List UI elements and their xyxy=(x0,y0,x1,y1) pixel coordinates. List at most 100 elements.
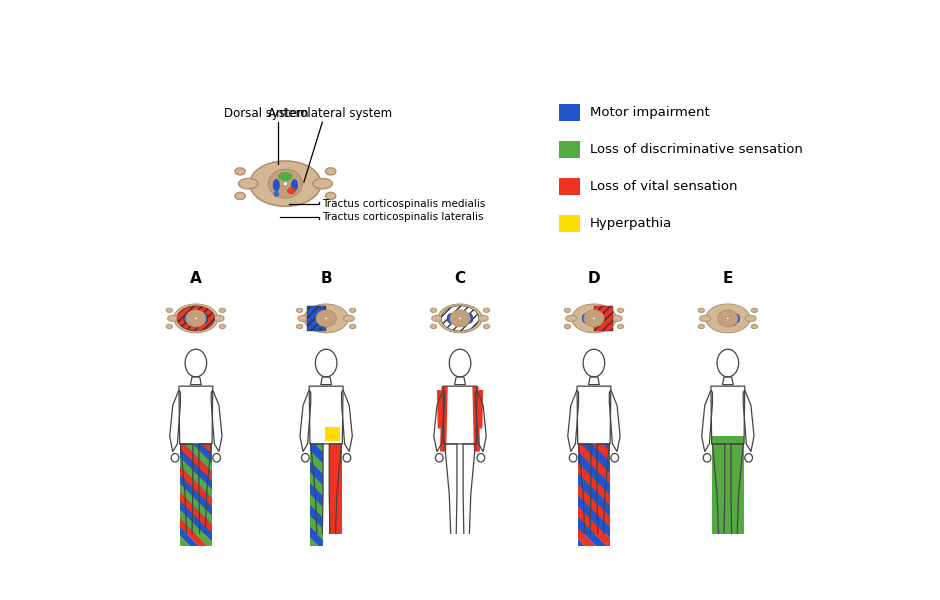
Ellipse shape xyxy=(325,168,336,175)
Polygon shape xyxy=(578,444,610,547)
Polygon shape xyxy=(473,386,480,452)
Polygon shape xyxy=(483,373,716,600)
Ellipse shape xyxy=(465,313,473,323)
Ellipse shape xyxy=(699,316,711,322)
Polygon shape xyxy=(619,237,853,470)
Ellipse shape xyxy=(431,308,437,313)
Polygon shape xyxy=(95,492,320,600)
Polygon shape xyxy=(594,306,613,331)
Polygon shape xyxy=(123,335,355,568)
Polygon shape xyxy=(141,318,373,550)
Polygon shape xyxy=(101,487,325,600)
Polygon shape xyxy=(85,503,309,600)
Polygon shape xyxy=(510,346,744,579)
Polygon shape xyxy=(180,279,412,511)
Ellipse shape xyxy=(718,310,738,327)
Polygon shape xyxy=(466,389,699,600)
Polygon shape xyxy=(0,527,164,600)
Polygon shape xyxy=(330,257,554,482)
Ellipse shape xyxy=(174,304,218,333)
Polygon shape xyxy=(97,362,329,594)
Polygon shape xyxy=(14,445,246,600)
Bar xyxy=(558,104,580,121)
Polygon shape xyxy=(57,530,282,600)
Polygon shape xyxy=(182,404,407,600)
Ellipse shape xyxy=(343,316,354,322)
Polygon shape xyxy=(93,366,325,598)
Polygon shape xyxy=(180,444,212,547)
Polygon shape xyxy=(608,248,841,481)
Ellipse shape xyxy=(483,325,490,329)
Text: C: C xyxy=(454,271,465,286)
Bar xyxy=(324,427,340,441)
Text: Loss of discriminative sensation: Loss of discriminative sensation xyxy=(589,143,803,156)
Polygon shape xyxy=(319,269,543,493)
Ellipse shape xyxy=(431,316,443,322)
Ellipse shape xyxy=(564,308,571,313)
Ellipse shape xyxy=(166,325,172,329)
Ellipse shape xyxy=(304,304,349,333)
Ellipse shape xyxy=(566,316,577,322)
Ellipse shape xyxy=(235,193,245,199)
Ellipse shape xyxy=(732,313,740,323)
Ellipse shape xyxy=(478,316,489,322)
Polygon shape xyxy=(253,334,478,559)
Polygon shape xyxy=(521,335,754,568)
Ellipse shape xyxy=(611,316,622,322)
Polygon shape xyxy=(206,253,438,485)
Ellipse shape xyxy=(316,310,337,327)
Ellipse shape xyxy=(751,325,758,329)
Polygon shape xyxy=(112,475,337,600)
Ellipse shape xyxy=(219,308,226,313)
Polygon shape xyxy=(575,280,808,514)
Text: Loss of vital sensation: Loss of vital sensation xyxy=(589,180,737,193)
Polygon shape xyxy=(197,262,430,494)
Polygon shape xyxy=(614,242,847,476)
Ellipse shape xyxy=(431,325,437,329)
Polygon shape xyxy=(564,292,798,524)
Polygon shape xyxy=(132,327,364,559)
Polygon shape xyxy=(330,526,564,600)
Ellipse shape xyxy=(273,179,280,191)
Polygon shape xyxy=(90,497,314,600)
Polygon shape xyxy=(313,274,538,499)
Polygon shape xyxy=(231,356,456,580)
Text: Hyperpathia: Hyperpathia xyxy=(589,217,672,230)
Ellipse shape xyxy=(269,169,303,198)
Ellipse shape xyxy=(200,313,208,323)
Polygon shape xyxy=(154,305,386,537)
Polygon shape xyxy=(67,392,299,600)
Polygon shape xyxy=(429,427,662,600)
Polygon shape xyxy=(548,308,781,541)
Ellipse shape xyxy=(166,308,172,313)
Polygon shape xyxy=(0,514,177,600)
Polygon shape xyxy=(40,418,273,600)
Polygon shape xyxy=(27,431,259,600)
Ellipse shape xyxy=(441,306,478,331)
Polygon shape xyxy=(275,312,499,536)
Text: Anterolateral system: Anterolateral system xyxy=(268,107,392,120)
Polygon shape xyxy=(88,370,321,600)
Polygon shape xyxy=(396,460,629,600)
Polygon shape xyxy=(335,252,559,476)
Text: B: B xyxy=(321,271,332,286)
Ellipse shape xyxy=(582,313,589,323)
Polygon shape xyxy=(226,361,450,586)
Polygon shape xyxy=(472,384,705,600)
Polygon shape xyxy=(0,470,221,600)
Polygon shape xyxy=(163,296,395,529)
Ellipse shape xyxy=(483,308,490,313)
Polygon shape xyxy=(537,319,771,552)
Polygon shape xyxy=(115,344,347,577)
Ellipse shape xyxy=(219,325,226,329)
Ellipse shape xyxy=(235,168,245,175)
Polygon shape xyxy=(136,322,368,554)
Polygon shape xyxy=(554,302,787,536)
Ellipse shape xyxy=(592,317,595,320)
Ellipse shape xyxy=(250,161,321,206)
Polygon shape xyxy=(24,436,256,600)
Polygon shape xyxy=(324,263,549,488)
Polygon shape xyxy=(79,508,304,600)
Polygon shape xyxy=(445,411,678,600)
Ellipse shape xyxy=(321,310,332,316)
